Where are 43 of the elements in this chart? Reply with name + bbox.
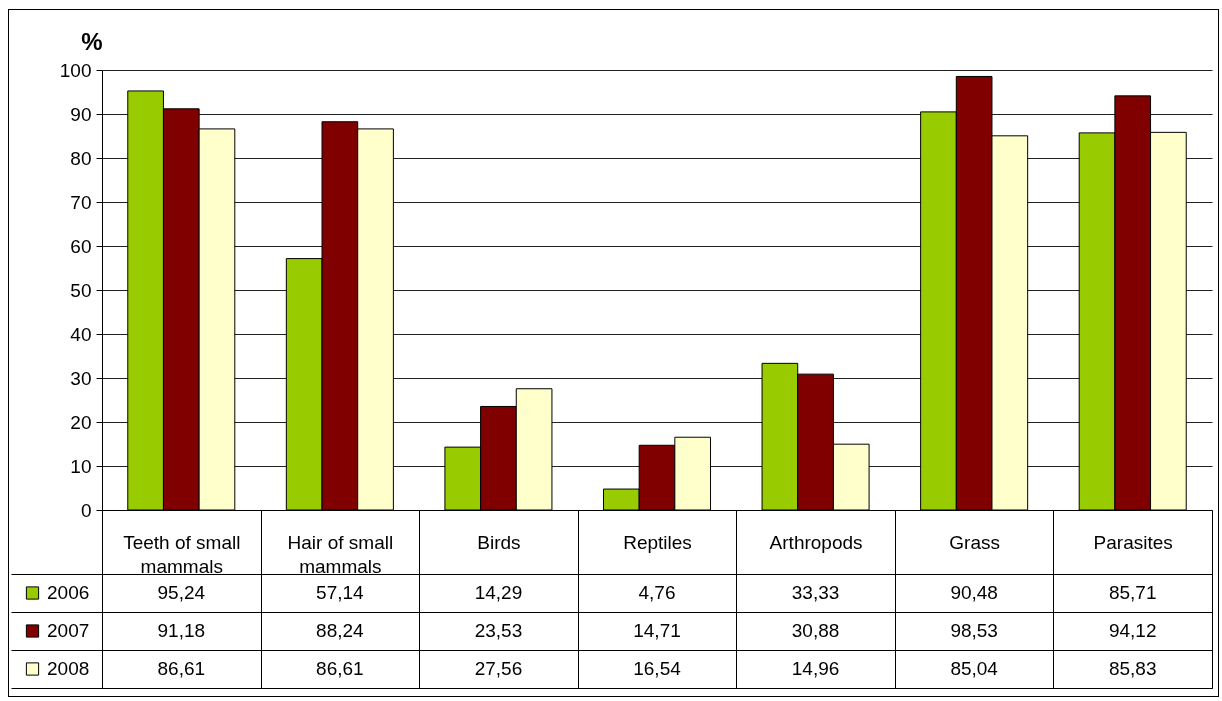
x-tick-label: Grass (949, 531, 1000, 553)
data-label: 85,04 (950, 658, 999, 679)
data-label: 27,56 (474, 658, 523, 679)
y-axis-title: % (81, 27, 103, 55)
data-label: 86,61 (316, 658, 364, 679)
data-label: 57,14 (316, 582, 365, 603)
y-tick-label: 30 (70, 367, 92, 389)
x-tick-label: Reptiles (623, 531, 692, 553)
data-label: 98,53 (950, 620, 998, 641)
data-label: 14,71 (633, 620, 681, 641)
x-tick-label: Arthropods (769, 531, 863, 553)
x-tick-label: Birds (477, 531, 521, 553)
data-label: 94,12 (1108, 620, 1157, 641)
y-tick-label: 70 (70, 191, 92, 213)
data-label: 33,33 (791, 582, 840, 603)
y-tick-label: 90 (70, 103, 92, 125)
x-tick-label: Hair of small mammals (287, 531, 394, 577)
y-tick-label: 0 (80, 499, 92, 521)
data-label: 85,71 (1108, 582, 1157, 603)
data-label: 86,61 (157, 658, 206, 679)
data-label: 14,96 (791, 658, 840, 679)
legend-label: 2008 (47, 658, 90, 679)
data-label: 88,24 (316, 620, 365, 641)
data-label: 95,24 (157, 582, 206, 603)
data-label: 4,76 (638, 582, 676, 603)
y-tick-label: 20 (70, 411, 92, 433)
x-tick-label: Teeth of small mammals (123, 531, 241, 577)
data-label: 90,48 (950, 582, 998, 603)
y-tick-label: 10 (70, 455, 92, 477)
data-label: 23,53 (474, 620, 523, 641)
y-tick-label: 60 (70, 235, 92, 257)
data-label: 14,29 (474, 582, 523, 603)
data-label: 16,54 (633, 658, 682, 679)
legend-label: 2006 (47, 582, 90, 603)
legend-label: 2007 (47, 620, 90, 641)
y-tick-label: 40 (70, 323, 92, 345)
data-label: 91,18 (157, 620, 206, 641)
x-tick-label: Parasites (1093, 531, 1173, 553)
y-tick-label: 50 (70, 279, 92, 301)
data-label: 30,88 (791, 620, 840, 641)
data-label: 85,83 (1108, 658, 1157, 679)
y-tick-label: 80 (70, 147, 92, 169)
y-tick-label: 100 (59, 59, 92, 81)
